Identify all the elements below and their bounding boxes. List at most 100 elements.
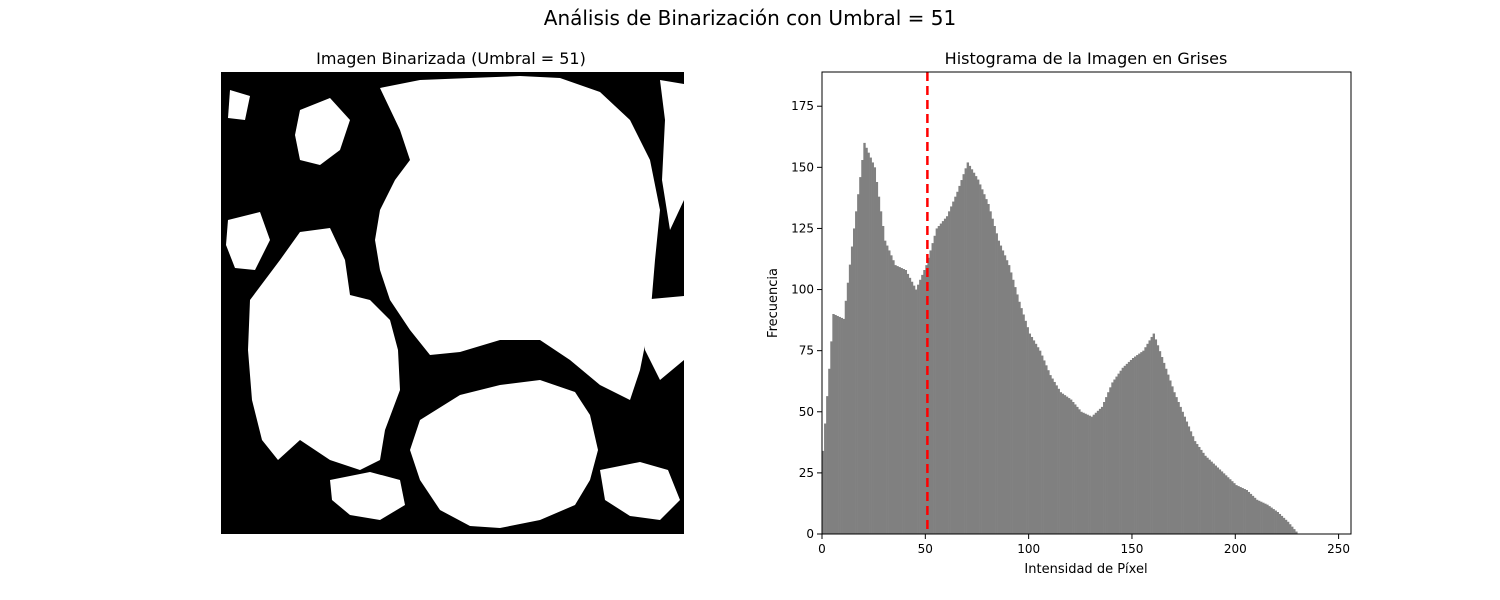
histogram-bar	[1258, 500, 1261, 534]
histogram-bar	[853, 228, 856, 534]
histogram-bar	[1129, 359, 1133, 534]
histogram-bar	[1036, 347, 1040, 534]
region-right-mid-white	[640, 296, 684, 380]
histogram-bar	[1189, 431, 1193, 534]
histogram-bar	[1165, 368, 1168, 534]
histogram-bar	[1142, 350, 1145, 534]
histogram-bar	[890, 255, 893, 534]
histogram-bar	[1173, 392, 1176, 534]
histogram-bar	[898, 267, 901, 534]
histogram-bar	[983, 194, 986, 534]
histogram-bar	[1038, 350, 1042, 534]
histogram-bar	[1022, 314, 1025, 534]
histogram-bar	[1134, 356, 1137, 534]
histogram-bar	[1237, 486, 1240, 534]
histogram-bar	[1208, 459, 1211, 534]
histogram-bar	[861, 160, 864, 534]
histogram-bar	[1076, 406, 1079, 534]
histogram-bar	[1245, 490, 1248, 534]
histogram-bar	[1278, 513, 1282, 534]
histogram-bar	[848, 264, 852, 534]
histogram-bar	[846, 282, 850, 534]
histogram-bar	[1030, 336, 1034, 534]
histogram-bar	[964, 168, 967, 534]
histogram-bar	[1272, 509, 1275, 534]
histogram-bar	[1214, 465, 1217, 534]
histogram-bar	[1218, 469, 1222, 534]
histogram-bar	[1220, 471, 1224, 534]
histogram-bar	[902, 269, 905, 534]
histogram-bar	[894, 265, 897, 534]
y-tick-label: 175	[791, 99, 814, 113]
histogram-bar	[1144, 347, 1147, 534]
histogram-bar	[1295, 531, 1298, 534]
histogram-bar	[1264, 503, 1267, 534]
histogram-bar	[1047, 370, 1050, 534]
histogram-bar	[1253, 497, 1257, 534]
histogram-bar	[987, 204, 990, 534]
histogram-bar	[1162, 362, 1166, 534]
histogram-bar	[1121, 367, 1124, 534]
histogram-bar	[1057, 388, 1060, 534]
histogram-bar	[968, 165, 972, 534]
histogram-bar	[1183, 416, 1186, 534]
histogram-bar	[1239, 487, 1242, 534]
histogram-bar	[875, 182, 879, 534]
histogram-bar	[1152, 333, 1155, 534]
histogram-bar	[1098, 408, 1102, 534]
histogram-bar	[1113, 379, 1116, 534]
histogram-bar	[1082, 412, 1085, 534]
histogram-bar	[1187, 426, 1191, 534]
histogram-bar	[1067, 398, 1071, 534]
histogram-bar	[1053, 381, 1056, 534]
histogram-bar	[921, 274, 924, 534]
region-large-white	[375, 76, 660, 400]
histogram-bar	[886, 245, 889, 534]
histogram-bar	[974, 176, 978, 534]
histogram-bar	[1251, 495, 1255, 534]
histogram-bar	[1289, 524, 1292, 534]
histogram-bar	[923, 270, 926, 534]
histogram-bar	[991, 218, 994, 535]
y-tick-label: 150	[791, 160, 814, 174]
histogram-bar	[1059, 392, 1063, 534]
histogram-bar	[881, 226, 885, 534]
histogram-bar	[1241, 488, 1244, 534]
histogram-bar	[1010, 272, 1013, 534]
histogram-bar	[863, 142, 866, 534]
histogram-bar	[1032, 340, 1036, 534]
histogram-bar	[966, 162, 970, 534]
histogram-bar	[1115, 376, 1118, 534]
histogram-bar	[1266, 504, 1269, 534]
histogram-bar	[972, 172, 976, 534]
histogram-bar	[1119, 370, 1122, 534]
histogram-bar	[842, 318, 846, 534]
histogram-bar	[1069, 399, 1073, 534]
region-left-white	[248, 228, 400, 470]
histogram-bar	[883, 240, 887, 535]
histogram-bar	[1191, 436, 1195, 534]
histogram-bar	[1181, 411, 1184, 534]
histogram-bar	[1185, 421, 1189, 534]
x-tick-label: 200	[1224, 542, 1247, 556]
histogram-bar	[1140, 352, 1143, 534]
histogram-bar	[910, 281, 914, 534]
histogram-bar	[958, 185, 961, 534]
x-tick-label: 100	[1017, 542, 1040, 556]
histogram-bar	[962, 174, 965, 534]
histogram-bar	[855, 211, 858, 534]
region-corner-white	[228, 90, 250, 120]
histogram-bar	[1169, 380, 1172, 534]
histogram-bar	[824, 423, 827, 534]
histogram-bar	[1016, 294, 1019, 534]
histogram-bar	[931, 243, 934, 535]
histogram-bar	[1074, 404, 1077, 534]
histogram-bar	[1065, 396, 1069, 534]
histogram-title: Histograma de la Imagen en Grises	[945, 49, 1228, 68]
histogram-bar	[1175, 397, 1178, 534]
histogram-bar	[1247, 491, 1251, 534]
histogram-bar	[929, 250, 932, 534]
histogram-bar	[956, 191, 959, 534]
histogram-bar	[1268, 506, 1271, 534]
histogram-bar	[1103, 402, 1106, 534]
